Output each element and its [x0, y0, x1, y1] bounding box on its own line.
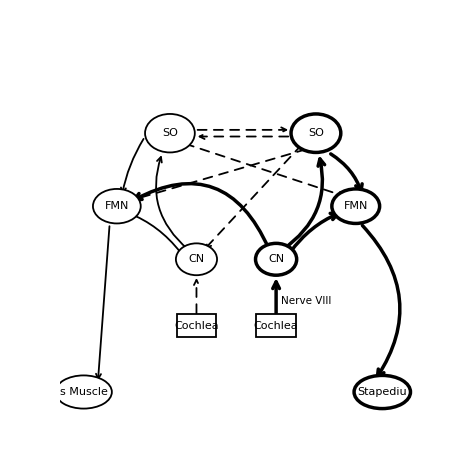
Ellipse shape [291, 114, 341, 153]
Text: Nerve VIII: Nerve VIII [281, 296, 331, 306]
Text: Stapediu: Stapediu [357, 387, 407, 397]
Ellipse shape [354, 375, 410, 409]
Ellipse shape [176, 243, 217, 275]
Ellipse shape [145, 114, 195, 153]
FancyBboxPatch shape [176, 314, 216, 337]
Text: FMN: FMN [105, 201, 129, 211]
Text: Cochlea: Cochlea [254, 320, 299, 331]
Ellipse shape [255, 243, 297, 275]
Text: FMN: FMN [344, 201, 368, 211]
Text: SO: SO [308, 128, 324, 138]
Ellipse shape [93, 189, 141, 223]
Ellipse shape [55, 375, 112, 409]
FancyBboxPatch shape [256, 314, 296, 337]
Ellipse shape [332, 189, 380, 223]
Text: Cochlea: Cochlea [174, 320, 219, 331]
Text: s Muscle: s Muscle [60, 387, 108, 397]
Text: SO: SO [162, 128, 178, 138]
Text: CN: CN [268, 254, 284, 264]
Text: CN: CN [188, 254, 205, 264]
